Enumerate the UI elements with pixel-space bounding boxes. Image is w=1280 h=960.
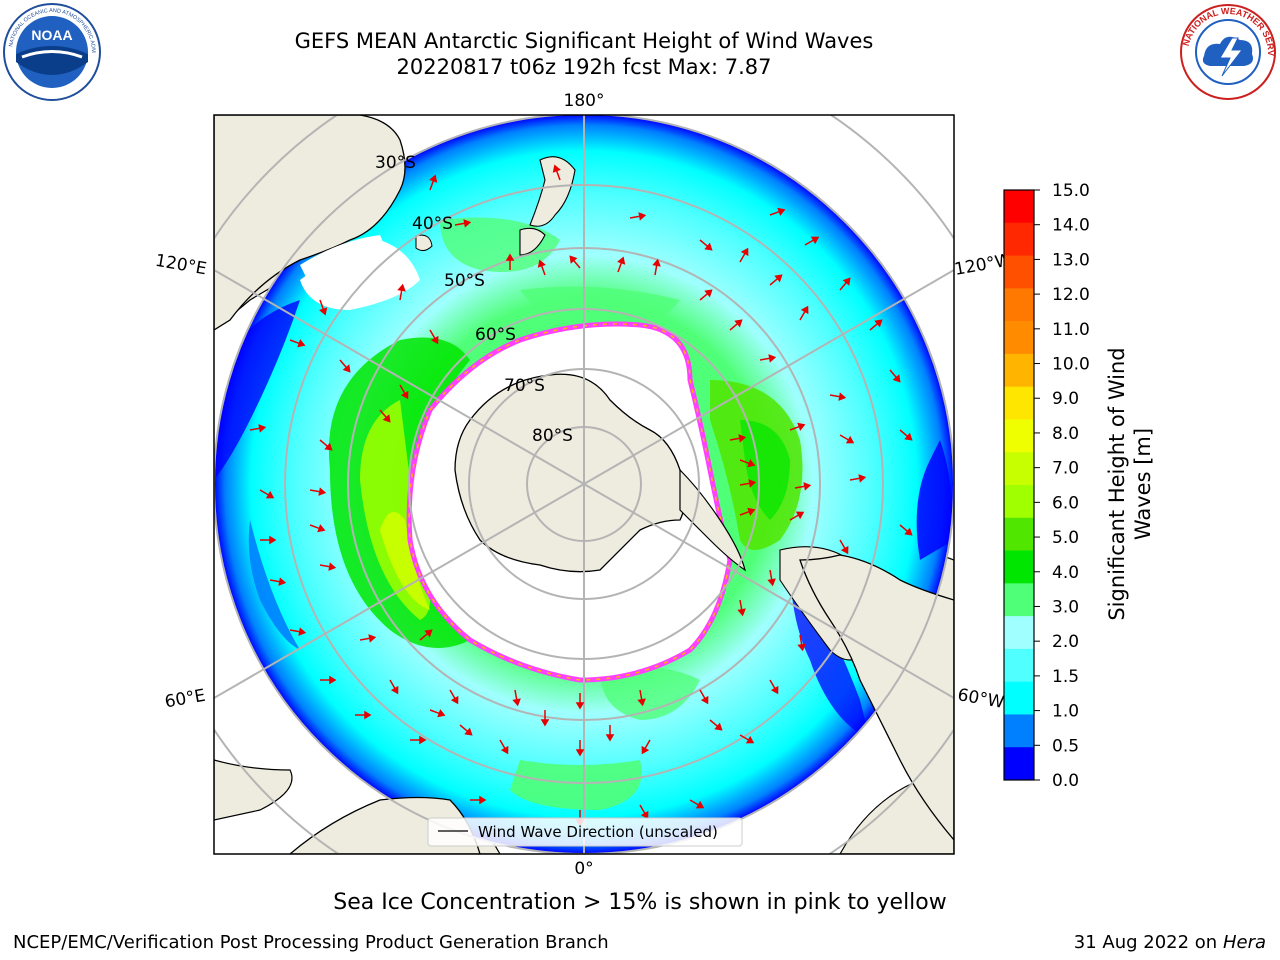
colorbar-segment xyxy=(1004,452,1034,486)
colorbar-label-line2: Waves [m] xyxy=(1131,428,1155,540)
colorbar-segment xyxy=(1004,386,1034,420)
colorbar-tick-label: 14.0 xyxy=(1052,216,1090,236)
colorbar: 15.0 14.0 13.0 12.0 11.0 10.0 9.0 8.0 7.0 6.0 5.0 4… xyxy=(1003,181,1090,791)
chart-subtitle: 20220817 t06z 192h fcst Max: 7.87 xyxy=(396,55,772,79)
nws-logo-icon: NATIONAL WEATHER SERVICE xyxy=(1176,2,1276,100)
map-legend: Wind Wave Direction (unscaled) xyxy=(427,817,743,847)
lon-label-60w: 60°W xyxy=(956,685,1006,713)
colorbar-tick-label: 3.0 xyxy=(1052,597,1079,617)
org-credit: NCEP/EMC/Verification Post Processing Pr… xyxy=(13,932,609,953)
colorbar-segment xyxy=(1004,517,1034,552)
colorbar-tick-label: 8.0 xyxy=(1052,424,1079,444)
colorbar-segment xyxy=(1004,616,1034,650)
colorbar-segment xyxy=(1004,747,1034,781)
colorbar-segment xyxy=(1004,583,1034,617)
colorbar-tick-label: 4.0 xyxy=(1052,563,1079,583)
colorbar-tick-label: 1.5 xyxy=(1052,667,1079,687)
colorbar-tick-label: 15.0 xyxy=(1052,181,1090,201)
colorbar-segment xyxy=(1004,222,1034,257)
colorbar-segment xyxy=(1004,419,1034,453)
colorbar-tick-label: 9.0 xyxy=(1052,389,1079,409)
lon-label-60e: 60°E xyxy=(163,686,207,713)
chart-title: GEFS MEAN Antarctic Significant Height o… xyxy=(294,29,874,53)
lat-label-60s: 60°S xyxy=(475,325,516,345)
colorbar-tick-label: 12.0 xyxy=(1052,285,1090,305)
colorbar-segment xyxy=(1004,353,1034,388)
colorbar-tick-label: 0.5 xyxy=(1052,736,1079,756)
colorbar-tick-label: 10.0 xyxy=(1052,355,1090,375)
colorbar-tick-label: 11.0 xyxy=(1052,320,1090,340)
colorbar-segment xyxy=(1004,255,1034,289)
colorbar-segment xyxy=(1004,714,1034,748)
machine-name: Hera xyxy=(1222,932,1266,953)
colorbar-segment xyxy=(1004,288,1034,322)
legend-label: Wind Wave Direction (unscaled) xyxy=(478,823,718,841)
lon-label-0: 0° xyxy=(574,859,593,879)
colorbar-segment xyxy=(1004,681,1034,715)
lat-label-30s: 30°S xyxy=(375,153,416,173)
colorbar-frame xyxy=(1003,189,1035,781)
run-date-text: 31 Aug 2022 on xyxy=(1073,932,1218,953)
colorbar-tick-label: 7.0 xyxy=(1052,459,1079,479)
lat-label-40s: 40°S xyxy=(412,214,453,234)
lon-label-120e: 120°E xyxy=(154,251,208,280)
map-area: 30°S 40°S 50°S 60°S 70°S 80°S Wind Wave … xyxy=(214,115,954,854)
colorbar-tick-label: 6.0 xyxy=(1052,493,1079,513)
colorbar-tick-label: 1.0 xyxy=(1052,702,1079,722)
lon-label-180: 180° xyxy=(564,91,605,111)
colorbar-segment xyxy=(1004,321,1034,355)
run-date: 31 Aug 2022 on Hera xyxy=(1074,932,1266,953)
lat-label-80s: 80°S xyxy=(532,426,573,446)
map-frame xyxy=(213,114,955,855)
colorbar-tick-label: 5.0 xyxy=(1052,528,1079,548)
noaa-logo-icon: NOAA NATIONAL OCEANIC AND ATMOSPHERIC AD… xyxy=(2,2,101,101)
colorbar-tick-label: 2.0 xyxy=(1052,632,1079,652)
lat-label-50s: 50°S xyxy=(444,271,485,291)
colorbar-tick-label: 13.0 xyxy=(1052,250,1090,270)
sea-ice-note: Sea Ice Concentration > 15% is shown in … xyxy=(333,890,947,915)
svg-text:NOAA: NOAA xyxy=(31,27,72,43)
colorbar-tick-label: 0.0 xyxy=(1052,771,1079,791)
graticule xyxy=(214,115,954,854)
wind-wave-arrows xyxy=(249,164,913,827)
colorbar-segment xyxy=(1004,648,1034,683)
colorbar-segment xyxy=(1004,190,1034,224)
colorbar-label-line1: Significant Height of Wind xyxy=(1105,347,1129,620)
colorbar-segment xyxy=(1004,550,1034,584)
colorbar-segment xyxy=(1004,485,1034,519)
lat-label-70s: 70°S xyxy=(504,376,545,396)
